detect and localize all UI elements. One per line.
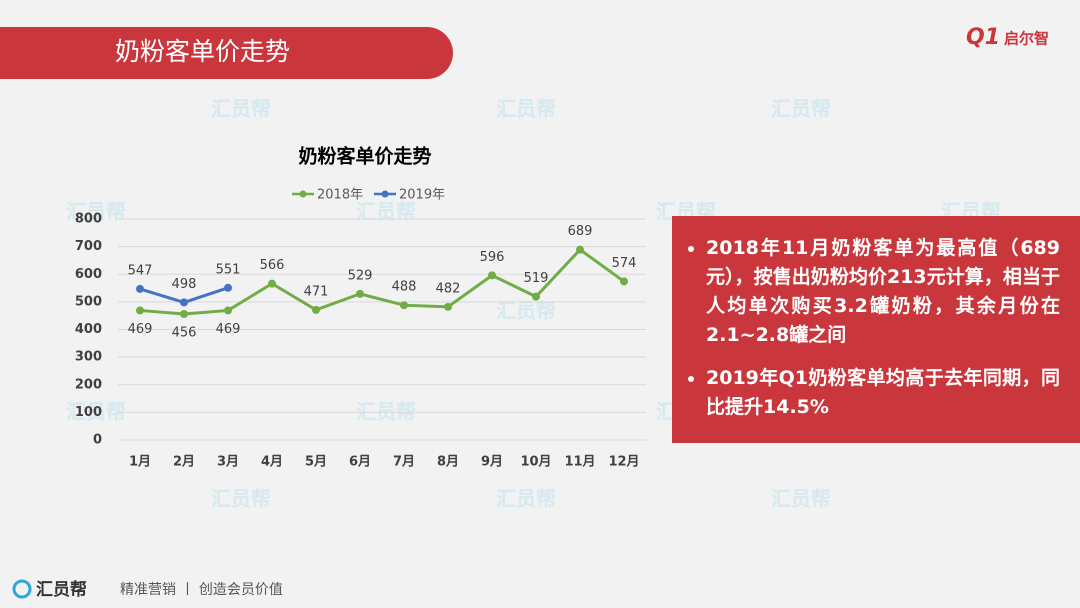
x-tick-label: 7月 — [393, 455, 415, 470]
x-tick-label: 4月 — [261, 455, 283, 470]
watermark: 汇员帮 — [66, 200, 126, 224]
legend-label: 2018年 — [317, 188, 363, 203]
y-tick-label: 600 — [75, 267, 102, 282]
series-line — [139, 247, 625, 316]
watermark: 汇员帮 — [496, 487, 556, 511]
point — [444, 302, 452, 311]
x-tick-label: 5月 — [305, 455, 327, 470]
data-label: 469 — [128, 322, 153, 337]
point — [488, 271, 496, 280]
y-tick-label: 200 — [75, 377, 102, 392]
point — [224, 306, 232, 315]
x-tick-label: 9月 — [481, 455, 503, 470]
point — [356, 289, 364, 298]
header-title: 奶粉客单价走势 — [115, 37, 290, 66]
note: 2018年11月奶粉客单为最高值（689元），按售出奶粉均价213元计算，相当于… — [706, 234, 1060, 350]
data-label: 574 — [612, 256, 637, 271]
y-tick-label: 700 — [75, 239, 102, 254]
data-label: 498 — [172, 277, 197, 292]
x-tick-label: 1月 — [129, 455, 151, 470]
point — [224, 283, 232, 292]
y-tick-label: 500 — [75, 294, 102, 309]
logo-text: 启尔智 — [1004, 30, 1049, 48]
point — [268, 279, 276, 288]
y-tick-label: 100 — [75, 405, 102, 420]
x-tick-label: 12月 — [608, 455, 639, 470]
x-tick-label: 6月 — [349, 455, 371, 470]
data-label: 596 — [480, 250, 505, 265]
data-label: 551 — [216, 262, 241, 277]
point — [180, 310, 188, 319]
note: 2019年Q1奶粉客单均高于去年同期，同比提升14.5% — [706, 364, 1060, 422]
data-label: 566 — [260, 258, 285, 273]
x-tick-label: 8月 — [437, 455, 459, 470]
legend-label: 2019年 — [399, 188, 445, 203]
x-tick-label: 10月 — [520, 455, 551, 470]
watermark: 汇员帮 — [211, 487, 271, 511]
data-label: 547 — [128, 263, 153, 278]
y-tick-label: 300 — [75, 350, 102, 365]
x-tick-label: 3月 — [217, 455, 239, 470]
point — [312, 305, 320, 314]
footer-brand: 汇员帮 — [36, 580, 87, 600]
data-label: 689 — [568, 224, 593, 239]
footer-slogan: 精准营销 丨 创造会员价值 — [120, 582, 283, 598]
point — [532, 292, 540, 301]
data-label: 488 — [392, 280, 417, 295]
y-tick-label: 800 — [75, 212, 102, 227]
legend-dot — [299, 190, 307, 198]
data-label: 456 — [172, 326, 197, 341]
point — [136, 306, 144, 315]
data-label: 529 — [348, 268, 373, 283]
legend-dot — [381, 190, 389, 198]
point — [620, 277, 628, 286]
watermark: 汇员帮 — [66, 400, 126, 424]
header-bar — [0, 27, 453, 79]
y-tick-label: 0 — [93, 433, 102, 448]
watermark: 汇员帮 — [771, 97, 831, 121]
data-label: 469 — [216, 322, 241, 337]
watermark: 汇员帮 — [771, 487, 831, 511]
watermark: 汇员帮 — [356, 200, 416, 224]
point — [136, 284, 144, 293]
watermark: 汇员帮 — [496, 299, 556, 323]
x-tick-label: 11月 — [564, 455, 595, 470]
chart-title: 奶粉客单价走势 — [298, 145, 431, 168]
watermark: 汇员帮 — [356, 400, 416, 424]
data-label: 471 — [304, 284, 329, 299]
x-tick-label: 2月 — [173, 455, 195, 470]
notes-panel: 2018年11月奶粉客单为最高值（689元），按售出奶粉均价213元计算，相当于… — [672, 216, 1080, 443]
y-tick-label: 400 — [75, 322, 102, 337]
data-label: 519 — [524, 271, 549, 286]
footer-icon — [12, 579, 32, 599]
data-label: 482 — [436, 281, 461, 296]
point — [576, 245, 584, 254]
point — [180, 298, 188, 307]
watermark: 汇员帮 — [496, 97, 556, 121]
watermark: 汇员帮 — [211, 97, 271, 121]
logo-mark: Q1 — [966, 25, 1000, 50]
point — [400, 301, 408, 310]
